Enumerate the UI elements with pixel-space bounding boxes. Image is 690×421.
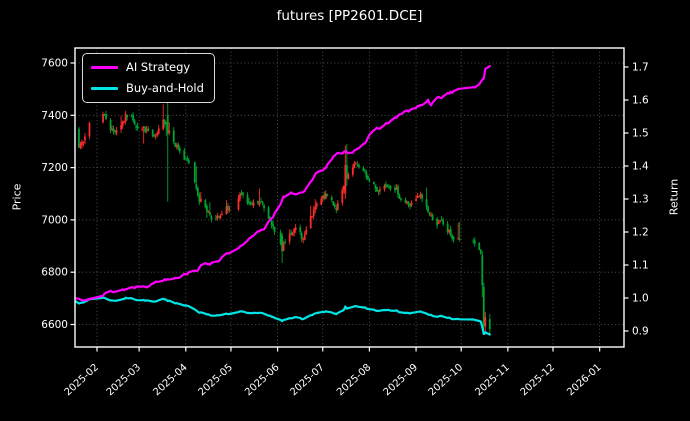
grid-layer: [75, 48, 624, 347]
svg-text:2025-06: 2025-06: [243, 362, 281, 398]
lines-layer: [75, 64, 491, 336]
legend: AI Strategy Buy-and-Hold: [82, 53, 215, 103]
svg-text:2025-04: 2025-04: [151, 362, 189, 398]
buy-and-hold-swatch: [91, 86, 118, 90]
svg-text:7400: 7400: [41, 110, 68, 122]
plot-border: [74, 47, 625, 348]
svg-text:2025-05: 2025-05: [197, 362, 235, 398]
svg-text:2025-12: 2025-12: [519, 362, 557, 398]
svg-text:1.2: 1.2: [632, 227, 649, 239]
svg-text:1.4: 1.4: [632, 161, 649, 173]
ai-strategy-line: [75, 64, 491, 302]
svg-text:1.6: 1.6: [632, 95, 649, 107]
svg-text:1.1: 1.1: [632, 260, 649, 272]
chart-title: futures [PP2601.DCE]: [276, 8, 423, 24]
legend-item-buy-and-hold: Buy-and-Hold: [91, 79, 204, 97]
svg-text:2025-02: 2025-02: [63, 362, 101, 398]
buy-and-hold-line: [75, 296, 491, 336]
legend-item-ai-strategy: AI Strategy: [91, 58, 204, 76]
legend-label: Buy-and-Hold: [126, 81, 204, 95]
legend-label: AI Strategy: [126, 60, 191, 74]
svg-text:2026-01: 2026-01: [565, 362, 603, 398]
svg-text:2025-11: 2025-11: [473, 362, 511, 398]
svg-text:7000: 7000: [41, 214, 68, 226]
svg-text:2025-10: 2025-10: [427, 362, 465, 398]
svg-text:1.3: 1.3: [632, 194, 649, 206]
svg-text:7200: 7200: [41, 162, 68, 174]
svg-text:6800: 6800: [41, 267, 68, 279]
svg-text:1.0: 1.0: [632, 293, 649, 305]
svg-text:2025-08: 2025-08: [335, 362, 373, 398]
svg-text:0.9: 0.9: [632, 326, 649, 338]
candles-layer: [75, 98, 491, 335]
ai-strategy-swatch: [91, 65, 118, 69]
svg-text:6600: 6600: [41, 319, 68, 331]
svg-text:2025-03: 2025-03: [105, 362, 143, 398]
svg-text:1.7: 1.7: [632, 62, 649, 74]
svg-text:2025-09: 2025-09: [382, 362, 420, 398]
svg-text:7600: 7600: [41, 58, 68, 70]
svg-text:2025-07: 2025-07: [288, 362, 326, 398]
svg-text:1.5: 1.5: [632, 128, 649, 140]
